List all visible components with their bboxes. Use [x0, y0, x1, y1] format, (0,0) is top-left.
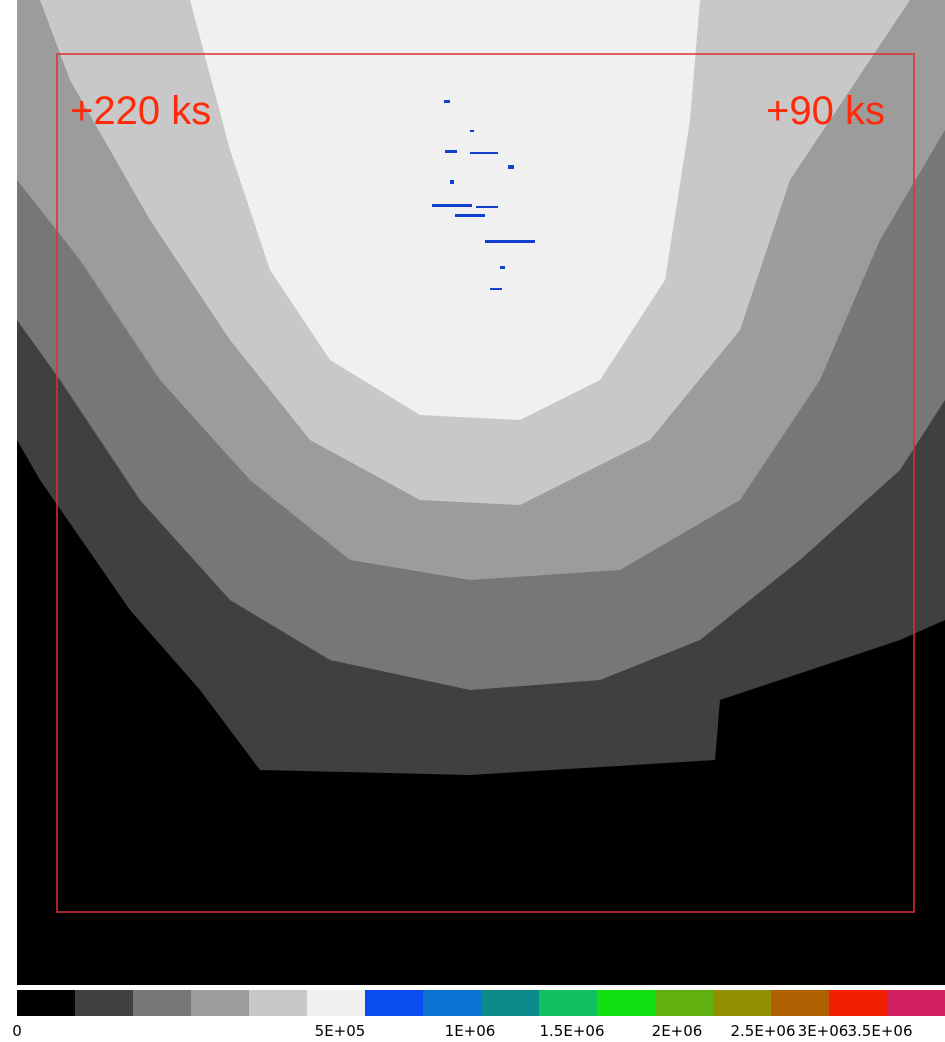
colorbar-swatch	[75, 990, 134, 1016]
colorbar-label: 3.5E+06	[848, 1022, 913, 1040]
colorbar-swatch	[713, 990, 772, 1016]
colorbar-swatch	[249, 990, 308, 1016]
colorbar-label: 0	[12, 1022, 22, 1040]
colorbar-swatch	[887, 990, 945, 1016]
sparse-pixels	[432, 100, 535, 290]
colorbar-swatch	[771, 990, 830, 1016]
colorbar-swatch	[539, 990, 598, 1016]
colorbar-swatch	[365, 990, 424, 1016]
colorbar-swatch	[17, 990, 76, 1016]
colorbar-label: 2.5E+06	[731, 1022, 796, 1040]
colorbar-swatch	[423, 990, 482, 1016]
colorbar-label: 3E+06	[798, 1022, 849, 1040]
region-box	[56, 53, 915, 913]
annotation: +90 ks	[766, 89, 885, 133]
colorbar-swatch	[481, 990, 540, 1016]
colorbar-label: 1.5E+06	[540, 1022, 605, 1040]
colorbar-swatch	[191, 990, 250, 1016]
colorbar-swatch	[655, 990, 714, 1016]
colorbar-swatch	[133, 990, 192, 1016]
colorbar-label: 1E+06	[445, 1022, 496, 1040]
colorbar-swatch	[597, 990, 656, 1016]
colorbar-label: 2E+06	[652, 1022, 703, 1040]
exposure-map: +220 ks +90 ks	[17, 0, 945, 985]
annotation: +220 ks	[70, 89, 211, 133]
colorbar-label: 5E+05	[315, 1022, 366, 1040]
colorbar-swatch	[829, 990, 888, 1016]
colorbar-swatch	[307, 990, 366, 1016]
